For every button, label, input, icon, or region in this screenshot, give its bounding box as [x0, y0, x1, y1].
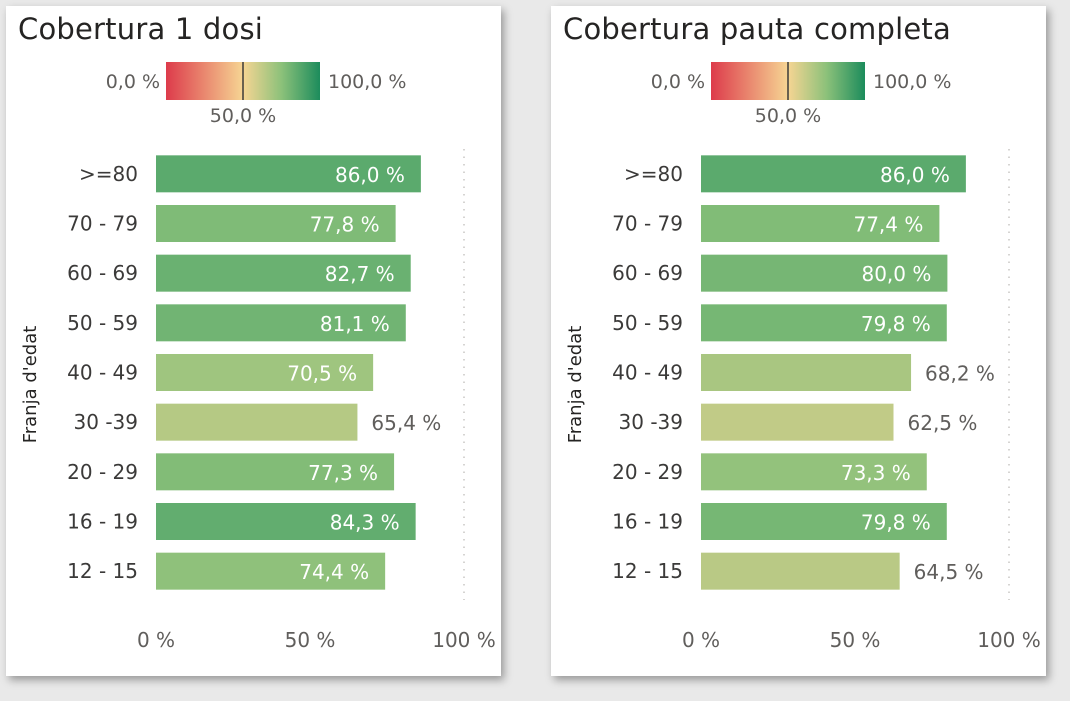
- category-label: 20 - 29: [612, 460, 683, 484]
- data-label: 70,5 %: [287, 362, 357, 386]
- data-label: 81,1 %: [320, 312, 390, 336]
- x-tick-label: 50 %: [285, 628, 336, 652]
- bar: [701, 205, 940, 242]
- category-label: 12 - 15: [612, 559, 683, 583]
- chart-panel-full-schedule: Cobertura pauta completa 0,0 % 100,0 % 50,…: [551, 6, 1046, 676]
- bar-chart-first-dose: 0,0 % 100,0 % 50,0 % Franja d'edat >=80 86,0 …: [20, 62, 496, 652]
- bar: [156, 354, 374, 391]
- category-label: 50 - 59: [67, 311, 138, 335]
- data-label: 79,8 %: [861, 312, 931, 336]
- color-scale-max-label: 100,0 %: [873, 71, 952, 93]
- data-label: 80,0 %: [861, 262, 931, 286]
- data-label: 79,8 %: [861, 511, 931, 535]
- category-label: 16 - 19: [612, 510, 683, 534]
- data-label: 74,4 %: [299, 560, 369, 584]
- category-label: 50 - 59: [612, 311, 683, 335]
- x-tick-label: 100 %: [977, 628, 1041, 652]
- category-label: >=80: [624, 162, 683, 186]
- data-label: 65,4 %: [371, 411, 441, 435]
- category-label: 12 - 15: [67, 559, 138, 583]
- chart-title: Cobertura pauta completa: [563, 12, 951, 46]
- color-scale-min-label: 0,0 %: [106, 71, 160, 93]
- data-label: 64,5 %: [914, 560, 984, 584]
- bar: [701, 254, 948, 292]
- category-label: 20 - 29: [67, 460, 138, 484]
- data-label: 84,3 %: [330, 511, 400, 535]
- bar: [156, 254, 411, 292]
- bar: [156, 403, 358, 441]
- y-axis-title: Franja d'edat: [20, 326, 41, 444]
- category-label: 16 - 19: [67, 510, 138, 534]
- x-tick-label: 0 %: [137, 628, 175, 652]
- data-label: 73,3 %: [841, 461, 911, 485]
- data-label: 82,7 %: [325, 262, 395, 286]
- bar: [156, 205, 396, 242]
- bar: [701, 354, 912, 391]
- x-tick-label: 50 %: [830, 628, 881, 652]
- color-scale-max-label: 100,0 %: [328, 71, 407, 93]
- category-label: >=80: [79, 162, 138, 186]
- bar: [701, 155, 966, 193]
- data-label: 86,0 %: [880, 163, 950, 187]
- data-label: 68,2 %: [925, 362, 995, 386]
- bar: [701, 403, 894, 441]
- bar: [156, 155, 421, 193]
- bar: [701, 453, 927, 491]
- category-label: 40 - 49: [612, 361, 683, 385]
- data-label: 86,0 %: [335, 163, 405, 187]
- x-tick-label: 0 %: [682, 628, 720, 652]
- data-label: 62,5 %: [908, 411, 978, 435]
- category-label: 60 - 69: [67, 261, 138, 285]
- category-label: 70 - 79: [612, 212, 683, 236]
- bar: [701, 503, 947, 540]
- y-axis-title: Franja d'edat: [565, 326, 586, 444]
- bar: [701, 304, 947, 342]
- data-label: 77,8 %: [310, 213, 380, 237]
- color-scale-mid-label: 50,0 %: [210, 105, 276, 127]
- data-label: 77,4 %: [853, 213, 923, 237]
- bar: [156, 552, 386, 590]
- bar-chart-full-schedule: 0,0 % 100,0 % 50,0 % Franja d'edat >=80 86,0 …: [565, 62, 1041, 652]
- bar: [701, 552, 900, 590]
- bar: [156, 453, 395, 491]
- color-scale-mid-label: 50,0 %: [755, 105, 821, 127]
- chart-title: Cobertura 1 dosi: [18, 12, 264, 46]
- category-label: 60 - 69: [612, 261, 683, 285]
- data-label: 77,3 %: [308, 461, 378, 485]
- category-label: 30 -39: [619, 410, 683, 434]
- category-label: 40 - 49: [67, 361, 138, 385]
- x-tick-label: 100 %: [432, 628, 496, 652]
- chart-panel-first-dose: Cobertura 1 dosi 0,0 % 100,0 % 50,0 % Franj…: [6, 6, 501, 676]
- category-label: 30 -39: [74, 410, 138, 434]
- bar: [156, 304, 406, 342]
- bar: [156, 503, 416, 540]
- color-scale-min-label: 0,0 %: [651, 71, 705, 93]
- category-label: 70 - 79: [67, 212, 138, 236]
